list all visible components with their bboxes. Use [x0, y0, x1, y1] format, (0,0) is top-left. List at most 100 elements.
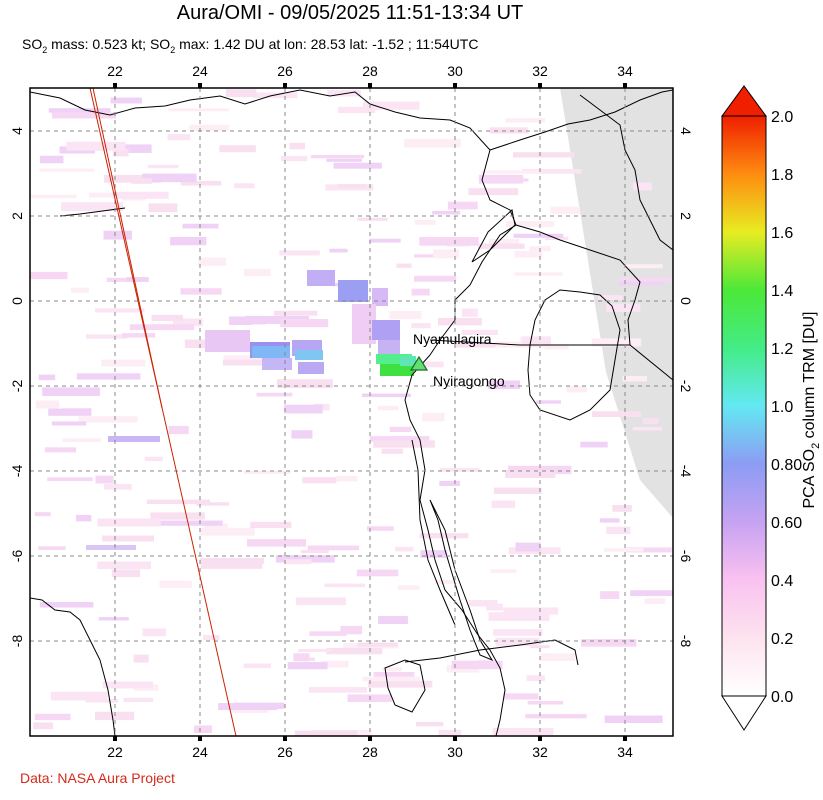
- lon-tick-label: 22: [107, 744, 123, 760]
- so2-pixel: [295, 597, 346, 605]
- lon-tick-label: 32: [532, 63, 548, 79]
- lon-tick-label: 28: [362, 744, 378, 760]
- so2-pixel: [111, 569, 141, 578]
- so2-pixel: [273, 310, 318, 316]
- so2-pixel: [97, 561, 151, 570]
- so2-pixel: [439, 480, 460, 486]
- volcano-marker-icon: [409, 355, 429, 371]
- so2-pixel: [103, 483, 132, 490]
- colorbar-tick: 1.2: [771, 341, 793, 358]
- so2-pixel: [521, 169, 582, 174]
- map-frame: [29, 87, 674, 737]
- so2-pixel: [142, 173, 197, 183]
- so2-pixel: [356, 569, 399, 577]
- lat-tick-label: 2: [9, 212, 25, 220]
- so2-pixel: [455, 343, 508, 348]
- so2-pixel: [223, 355, 280, 362]
- so2-pixel: [337, 184, 367, 189]
- so2-pixel: [592, 411, 641, 417]
- colorbar-tick: 0.0: [771, 689, 793, 706]
- so2-pixel: [293, 653, 310, 662]
- so2-pixel: [536, 400, 561, 404]
- lat-labels-right: 4 2 0 -2 -4 -6 -8: [678, 127, 694, 647]
- colorbar-tick: 1.8: [771, 167, 793, 184]
- so2-pixel: [52, 112, 116, 119]
- so2-pixel: [396, 263, 412, 268]
- so2-pixel: [159, 580, 192, 588]
- so2-pixel: [294, 730, 358, 736]
- so2-pixel: [78, 416, 138, 423]
- lat-tick-label: 4: [678, 127, 694, 135]
- so2-pixel: [626, 547, 672, 553]
- so2-pixel: [168, 108, 229, 112]
- so2-pixel: [397, 585, 420, 590]
- so2-pixel: [414, 220, 436, 225]
- so2-pixel: [182, 223, 219, 229]
- map-panel: Nyamulagira Nyiragongo: [30, 88, 673, 736]
- so2-pixel: [225, 89, 257, 98]
- so2-pixel: [324, 583, 365, 588]
- so2-pixel: [336, 475, 358, 482]
- so2-pixel: [326, 647, 383, 655]
- so2-pixel: [30, 271, 68, 280]
- so2-pixel: [86, 334, 128, 339]
- lat-tick-label: 4: [9, 127, 25, 135]
- so2-pixel: [544, 344, 569, 350]
- so2-pixel: [48, 108, 111, 113]
- so2-pixel: [33, 722, 53, 730]
- lat-tick-label: 0: [678, 297, 694, 305]
- so2-pixel: [513, 152, 575, 158]
- lat-tick-label: 2: [678, 212, 694, 220]
- so2-pixel: [340, 625, 363, 635]
- so2-pixel: [289, 142, 306, 150]
- so2-pixel: [378, 616, 408, 624]
- colorbar-gradient: [721, 115, 767, 697]
- so2-pixel: [245, 316, 309, 324]
- lon-tick-label: 24: [192, 744, 208, 760]
- so2-pixel: [98, 617, 129, 621]
- so2-pixel: [619, 277, 672, 281]
- so2-pixel: [307, 545, 360, 551]
- so2-pixel: [66, 141, 126, 151]
- so2-pixel: [362, 676, 420, 682]
- so2-pixel: [495, 637, 540, 647]
- so2-pixel: [151, 314, 184, 321]
- so2-pixel: [200, 562, 263, 569]
- so2-pixel: [219, 145, 256, 153]
- so2-pixel: [580, 441, 608, 448]
- so2-pixel: [243, 470, 291, 474]
- lat-tick-label: 0: [9, 297, 25, 305]
- so2-pixel: [411, 323, 431, 329]
- so2-pixel: [189, 124, 229, 131]
- so2-pixel: [527, 701, 564, 705]
- so2-pixel: [416, 722, 444, 727]
- so2-pixel: [604, 715, 663, 723]
- so2-pixel: [333, 162, 382, 169]
- so2-pixel: [194, 725, 212, 734]
- so2-pixel: [513, 233, 564, 238]
- so2-pixel: [39, 602, 94, 608]
- data-credit: Data: NASA Aura Project: [20, 770, 175, 786]
- so2-pixel: [461, 308, 478, 317]
- so2-pixel: [302, 477, 337, 484]
- so2-pixel: [284, 404, 323, 414]
- so2-pixel: [50, 691, 108, 701]
- so2-pixel: [370, 436, 430, 442]
- so2-pixel: [311, 154, 364, 159]
- so2-pixel: [62, 438, 101, 443]
- lat-tick-label: -4: [9, 465, 25, 478]
- so2-pixel: [632, 427, 663, 431]
- so2-pixel: [591, 338, 642, 347]
- colorbar-tick: 1.6: [771, 225, 793, 242]
- so2-pixel: [503, 693, 539, 700]
- so2-pixel: [486, 603, 503, 611]
- lon-tick-label: 30: [447, 744, 463, 760]
- page-title: Aura/OMI - 09/05/2025 11:51-13:34 UT: [176, 2, 524, 24]
- so2-pixel: [76, 373, 141, 380]
- so2-pixel: [199, 527, 255, 536]
- so2-pixel: [644, 598, 666, 604]
- so2-pixel: [97, 518, 161, 527]
- frame-ticks: [113, 83, 627, 741]
- so2-pixel: [42, 387, 100, 396]
- so2-pixel: [468, 188, 519, 196]
